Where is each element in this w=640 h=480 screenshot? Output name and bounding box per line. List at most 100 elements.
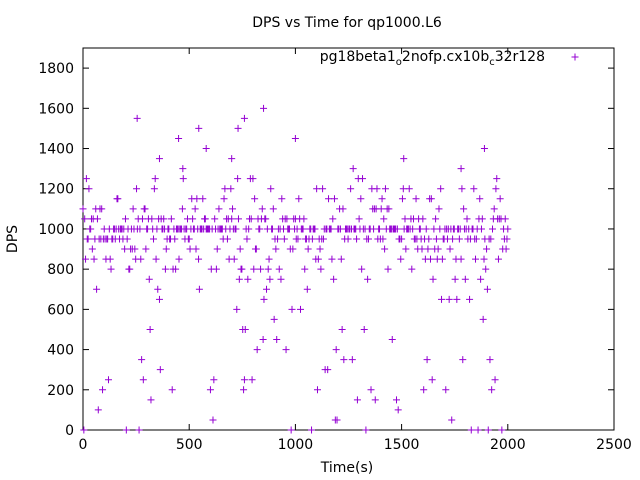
data-point xyxy=(437,185,445,193)
data-point xyxy=(150,185,158,193)
y-tick-label: 1200 xyxy=(38,182,74,198)
data-point xyxy=(269,205,277,213)
data-point xyxy=(162,245,170,253)
data-point xyxy=(272,245,280,253)
data-point xyxy=(480,255,488,263)
data-point xyxy=(274,235,282,243)
data-point xyxy=(482,265,490,273)
data-point xyxy=(461,275,469,283)
data-point xyxy=(402,245,410,253)
data-point xyxy=(317,265,325,273)
data-point xyxy=(234,215,242,223)
data-point xyxy=(397,255,405,263)
data-point xyxy=(429,275,437,283)
data-point xyxy=(339,205,347,213)
data-point xyxy=(446,245,454,253)
data-point xyxy=(367,386,375,394)
data-point xyxy=(432,235,440,243)
data-point xyxy=(398,235,406,243)
y-tick-label: 400 xyxy=(47,343,74,359)
data-point xyxy=(104,376,112,384)
data-point xyxy=(150,235,158,243)
data-point xyxy=(490,205,498,213)
data-point xyxy=(90,255,98,263)
data-point xyxy=(136,225,144,233)
data-point xyxy=(457,255,465,263)
data-point xyxy=(167,215,175,223)
data-point xyxy=(364,275,372,283)
data-point xyxy=(206,386,214,394)
data-point xyxy=(348,356,356,364)
data-point xyxy=(294,235,302,243)
data-point xyxy=(252,245,260,253)
data-point xyxy=(493,175,501,183)
data-point xyxy=(332,346,340,354)
data-point xyxy=(202,145,210,153)
data-point xyxy=(260,104,268,112)
data-point xyxy=(330,195,338,203)
data-point xyxy=(280,235,288,243)
y-tick-label: 0 xyxy=(65,423,74,439)
data-point xyxy=(139,376,147,384)
data-point xyxy=(424,245,432,253)
data-point xyxy=(227,185,235,193)
data-point xyxy=(373,185,381,193)
data-point xyxy=(472,235,480,243)
data-point xyxy=(381,185,389,193)
data-point xyxy=(145,275,153,283)
data-point xyxy=(244,275,252,283)
data-point xyxy=(151,175,159,183)
data-point xyxy=(82,175,90,183)
y-tick-label: 1400 xyxy=(38,142,74,158)
data-point xyxy=(426,255,434,263)
data-point xyxy=(420,386,428,394)
data-point xyxy=(491,376,499,384)
data-point xyxy=(478,215,486,223)
chart-title: DPS vs Time for qp1000.L6 xyxy=(252,15,442,31)
data-point xyxy=(233,305,241,313)
data-point xyxy=(409,225,417,233)
data-point xyxy=(138,356,146,364)
data-point xyxy=(147,396,155,404)
axis-ticks: 0 500 1000 1500 2000 2500 0 200 400 600 800 1000 120… xyxy=(38,48,632,453)
data-point xyxy=(161,265,169,273)
data-point xyxy=(308,235,316,243)
data-point xyxy=(228,155,236,163)
data-point xyxy=(442,386,450,394)
data-point xyxy=(172,265,180,273)
data-point xyxy=(313,386,321,394)
data-point xyxy=(141,205,149,213)
data-point xyxy=(191,205,199,213)
data-point xyxy=(88,245,96,253)
data-point xyxy=(453,295,461,303)
legend: pg18beta1o2nofp.cx10bc32r128 xyxy=(320,49,579,68)
data-point xyxy=(438,255,446,263)
data-point xyxy=(380,215,388,223)
legend-marker-glyph xyxy=(571,53,579,61)
data-point xyxy=(123,235,131,243)
data-point xyxy=(223,235,231,243)
data-point xyxy=(362,426,370,434)
data-point xyxy=(215,205,223,213)
data-point xyxy=(324,366,332,374)
data-point xyxy=(99,386,107,394)
data-point xyxy=(319,185,327,193)
data-point xyxy=(303,285,311,293)
data-point xyxy=(247,215,255,223)
data-point xyxy=(422,225,430,233)
data-point xyxy=(250,265,258,273)
data-point xyxy=(257,265,265,273)
data-point xyxy=(126,265,134,273)
data-point xyxy=(79,205,87,213)
data-point xyxy=(245,225,253,233)
legend-label-part-1: pg18beta1 xyxy=(320,49,396,65)
y-tick-label: 1600 xyxy=(38,101,74,117)
data-point xyxy=(405,185,413,193)
data-point xyxy=(408,265,416,273)
data-point xyxy=(425,235,433,243)
data-point xyxy=(359,175,367,183)
data-point xyxy=(243,235,251,243)
data-point xyxy=(186,245,194,253)
data-point xyxy=(296,305,304,313)
data-point xyxy=(87,225,95,233)
